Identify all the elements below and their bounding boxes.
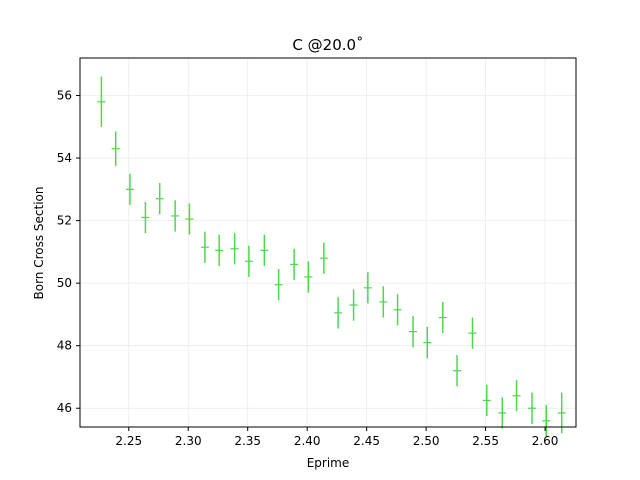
grid bbox=[80, 58, 576, 427]
data-point bbox=[482, 384, 491, 417]
data-point bbox=[244, 245, 253, 277]
data-point bbox=[498, 397, 507, 429]
data-point bbox=[438, 301, 447, 334]
y-tick-label: 52 bbox=[57, 214, 72, 228]
x-tick-label: 2.60 bbox=[532, 434, 559, 448]
data-point bbox=[171, 200, 180, 232]
data-point bbox=[200, 231, 209, 263]
data-point bbox=[453, 355, 462, 387]
data-point bbox=[334, 297, 343, 329]
data-point bbox=[557, 392, 566, 434]
y-tick-label: 48 bbox=[57, 339, 72, 353]
data-point bbox=[363, 272, 372, 304]
data-point bbox=[393, 294, 402, 326]
data-point bbox=[349, 289, 358, 321]
chart-title: C @20.0˚ bbox=[292, 36, 363, 54]
y-axis-ticks: 46 48 50 52 54 56 bbox=[57, 89, 80, 415]
y-tick-label: 56 bbox=[57, 89, 72, 103]
x-axis-ticks: 2.25 2.30 2.35 2.40 2.45 2.50 2.55 2.60 bbox=[115, 427, 558, 448]
x-tick-label: 2.45 bbox=[353, 434, 380, 448]
data-point bbox=[215, 234, 224, 266]
data-point bbox=[423, 326, 432, 359]
y-tick-label: 54 bbox=[57, 151, 72, 165]
data-point bbox=[155, 183, 164, 215]
data-point bbox=[304, 261, 313, 293]
x-tick-label: 2.50 bbox=[413, 434, 440, 448]
x-tick-label: 2.30 bbox=[175, 434, 202, 448]
data-point bbox=[111, 131, 120, 166]
data-point bbox=[290, 248, 299, 281]
data-point bbox=[542, 405, 551, 437]
x-tick-label: 2.55 bbox=[472, 434, 499, 448]
data-point bbox=[319, 242, 328, 274]
data-point bbox=[97, 76, 106, 127]
data-point bbox=[379, 286, 388, 318]
data-point bbox=[274, 269, 283, 301]
x-tick-label: 2.25 bbox=[115, 434, 142, 448]
data-series bbox=[97, 76, 566, 437]
data-point bbox=[260, 234, 269, 266]
x-tick-label: 2.40 bbox=[294, 434, 321, 448]
data-point bbox=[141, 201, 150, 234]
plot-frame bbox=[79, 57, 577, 428]
data-point bbox=[468, 317, 477, 349]
y-axis-label: Born Cross Section bbox=[32, 186, 46, 299]
y-tick-label: 46 bbox=[57, 401, 72, 415]
data-point bbox=[512, 380, 521, 412]
data-point bbox=[409, 315, 418, 348]
x-axis-label: Eprime bbox=[307, 456, 350, 470]
data-point bbox=[185, 203, 194, 235]
data-point bbox=[230, 233, 239, 265]
x-tick-label: 2.35 bbox=[234, 434, 261, 448]
data-point bbox=[125, 173, 134, 205]
data-point bbox=[527, 392, 536, 424]
y-tick-label: 50 bbox=[57, 276, 72, 290]
